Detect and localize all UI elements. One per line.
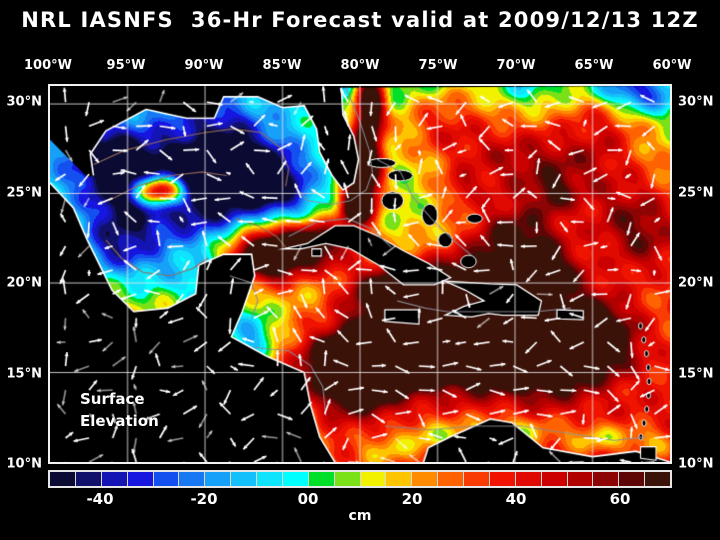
colorbar-block [50, 472, 76, 486]
lat-tick-label: 25°N [678, 185, 713, 200]
colorbar-block [154, 472, 180, 486]
lat-tick-label: 20°N [7, 276, 42, 291]
lon-tick-label: 90°W [185, 58, 224, 73]
colorbar-block [283, 472, 309, 486]
colorbar-tick-label: 00 [298, 490, 319, 508]
colorbar-block [412, 472, 438, 486]
colorbar-block [128, 472, 154, 486]
lon-tick-label: 60°W [653, 58, 692, 73]
colorbar-block [335, 472, 361, 486]
colorbar-block [516, 472, 542, 486]
colorbar-block [361, 472, 387, 486]
colorbar-block [593, 472, 619, 486]
colorbar-tick-label: -20 [190, 490, 217, 508]
field-annotation: Surface Elevation [80, 388, 159, 432]
forecast-map-figure: NRL IASNFS 36-Hr Forecast valid at 2009/… [0, 0, 720, 540]
colorbar-unit-label: cm [0, 508, 720, 524]
figure-title: NRL IASNFS 36-Hr Forecast valid at 2009/… [0, 8, 720, 32]
lon-tick-label: 85°W [263, 58, 302, 73]
colorbar [48, 470, 672, 488]
lon-tick-label: 100°W [24, 58, 72, 73]
colorbar-tick-label: -40 [86, 490, 113, 508]
lat-tick-label: 15°N [678, 366, 713, 381]
colorbar-tick-label: 20 [402, 490, 423, 508]
colorbar-block [464, 472, 490, 486]
lon-tick-label: 65°W [575, 58, 614, 73]
lon-tick-label: 80°W [341, 58, 380, 73]
lon-tick-label: 95°W [107, 58, 146, 73]
lat-tick-label: 10°N [678, 457, 713, 472]
colorbar-block [205, 472, 231, 486]
colorbar-block [76, 472, 102, 486]
lon-tick-label: 75°W [419, 58, 458, 73]
lat-tick-label: 15°N [7, 366, 42, 381]
colorbar-block [309, 472, 335, 486]
lat-tick-label: 30°N [678, 95, 713, 110]
lat-tick-label: 25°N [7, 185, 42, 200]
colorbar-block [438, 472, 464, 486]
colorbar-block [386, 472, 412, 486]
colorbar-block [645, 472, 670, 486]
colorbar-block [619, 472, 645, 486]
colorbar-tick-label: 60 [610, 490, 631, 508]
lat-tick-label: 10°N [7, 457, 42, 472]
lon-tick-label: 70°W [497, 58, 536, 73]
colorbar-block [490, 472, 516, 486]
colorbar-block [102, 472, 128, 486]
annotation-line-2: Elevation [80, 410, 159, 432]
longitude-axis: 100°W 95°W 90°W 85°W 80°W 75°W 70°W 65°W 60°W [0, 58, 720, 74]
colorbar-block [179, 472, 205, 486]
lat-tick-label: 20°N [678, 276, 713, 291]
lat-tick-label: 30°N [7, 95, 42, 110]
colorbar-block [568, 472, 594, 486]
colorbar-tick-label: 40 [506, 490, 527, 508]
colorbar-block [231, 472, 257, 486]
annotation-line-1: Surface [80, 388, 159, 410]
colorbar-block [542, 472, 568, 486]
colorbar-ticks: -40 -20 00 20 40 60 [0, 490, 720, 508]
colorbar-block [257, 472, 283, 486]
